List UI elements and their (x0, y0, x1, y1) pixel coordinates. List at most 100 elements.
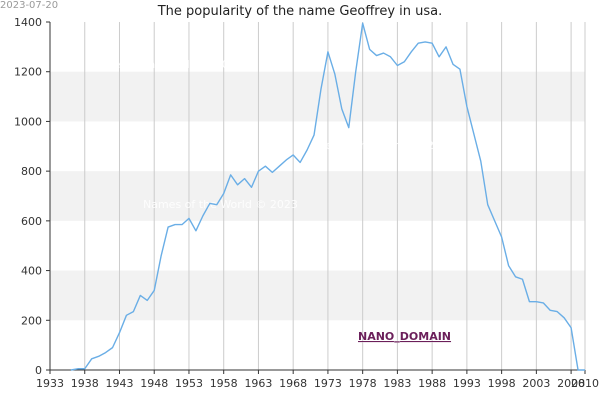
data-point-1983 (396, 64, 398, 66)
x-tick-label-1988: 1988 (418, 377, 446, 390)
data-point-1979 (368, 48, 370, 50)
data-point-1978 (361, 22, 363, 24)
x-tick-label-1998: 1998 (488, 377, 516, 390)
y-tick-label-1000: 1000 (14, 115, 42, 128)
data-point-1957 (216, 204, 218, 206)
data-point-1980 (375, 54, 377, 56)
data-point-1939 (90, 358, 92, 360)
brand-label: NANO_DOMAIN (358, 330, 451, 343)
series-line-geoffrey (70, 22, 585, 371)
x-tick-label-1968: 1968 (279, 377, 307, 390)
data-point-1981 (382, 52, 384, 54)
data-point-1960 (236, 184, 238, 186)
watermark-3: Names of the World © 2023 (143, 198, 298, 211)
data-point-1966 (278, 165, 280, 167)
band-200 (50, 270, 585, 321)
y-tick-label-0: 0 (35, 364, 42, 377)
data-point-2009 (577, 369, 579, 371)
y-tick-label-800: 800 (21, 165, 42, 178)
data-point-2000 (514, 276, 516, 278)
data-point-1974 (334, 73, 336, 75)
data-point-2007 (563, 317, 565, 319)
chart-title: The popularity of the name Geoffrey in u… (157, 4, 443, 19)
data-point-1961 (243, 177, 245, 179)
data-point-1984 (403, 61, 405, 63)
x-tick-label-2010: 2010 (571, 377, 599, 390)
watermark-1: Names of the World © 2023 (88, 58, 243, 71)
data-point-1988 (431, 42, 433, 44)
data-point-1943 (118, 332, 120, 334)
data-point-2003 (535, 300, 537, 302)
data-point-1940 (97, 355, 99, 357)
y-tick-label-200: 200 (21, 314, 42, 327)
data-point-2010 (584, 369, 586, 371)
data-point-1964 (264, 165, 266, 167)
data-point-1956 (209, 202, 211, 204)
y-tick-label-1400: 1400 (14, 16, 42, 29)
x-tick-label-1958: 1958 (210, 377, 238, 390)
data-point-1949 (160, 254, 162, 256)
data-point-1968 (292, 154, 294, 156)
data-point-1985 (410, 51, 412, 53)
data-point-2001 (521, 278, 523, 280)
data-point-1970 (306, 149, 308, 151)
x-tick-label-1973: 1973 (314, 377, 342, 390)
data-point-1999 (507, 264, 509, 266)
y-tick-label-400: 400 (21, 265, 42, 278)
data-point-1951 (174, 223, 176, 225)
background-bands (50, 71, 585, 321)
data-point-1947 (146, 299, 148, 301)
data-point-1954 (195, 230, 197, 232)
watermark-2: Names of the World © 2023 (300, 139, 455, 152)
data-point-1938 (84, 368, 86, 370)
data-point-1996 (487, 204, 489, 206)
data-point-1994 (473, 133, 475, 135)
x-tick-label-1963: 1963 (244, 377, 272, 390)
data-point-2005 (549, 309, 551, 311)
data-point-1948 (153, 289, 155, 291)
data-point-2004 (542, 302, 544, 304)
data-point-1942 (111, 346, 113, 348)
data-point-1975 (341, 108, 343, 110)
x-tick-labels: 1933 1938 1943 1948 1953 1958 1963 1968 1973 1978… (36, 370, 599, 390)
x-tick-label-1948: 1948 (140, 377, 168, 390)
y-tick-labels: 0 200 400 600 800 1000 1200 1400 (14, 16, 50, 377)
x-tick-label-1983: 1983 (383, 377, 411, 390)
data-point-1936 (70, 369, 72, 371)
x-tick-label-1978: 1978 (349, 377, 377, 390)
data-point-1977 (355, 71, 357, 73)
x-tick-label-1933: 1933 (36, 377, 64, 390)
data-point-1989 (438, 56, 440, 58)
x-tick-label-1938: 1938 (71, 377, 99, 390)
y-tick-label-1200: 1200 (14, 66, 42, 79)
data-point-1959 (229, 174, 231, 176)
watermark-layer: Names of the World © 2023 Names of the W… (88, 58, 455, 211)
data-point-1946 (139, 294, 141, 296)
data-point-1955 (202, 215, 204, 217)
data-point-1992 (459, 68, 461, 70)
x-tick-label-2003: 2003 (522, 377, 550, 390)
data-point-1986 (417, 42, 419, 44)
data-point-1998 (500, 236, 502, 238)
data-point-1965 (271, 171, 273, 173)
x-tick-label-1993: 1993 (453, 377, 481, 390)
data-point-1990 (445, 46, 447, 48)
axes (49, 22, 585, 371)
x-tick-label-1943: 1943 (105, 377, 133, 390)
data-point-2002 (528, 300, 530, 302)
y-tick-label-600: 600 (21, 215, 42, 228)
data-point-1958 (223, 192, 225, 194)
data-point-1952 (181, 223, 183, 225)
data-point-1953 (188, 217, 190, 219)
data-point-1941 (104, 351, 106, 353)
data-point-1950 (167, 226, 169, 228)
data-point-1982 (389, 56, 391, 58)
data-point-1976 (348, 126, 350, 128)
data-point-1991 (452, 63, 454, 65)
data-point-1993 (466, 105, 468, 107)
data-point-1987 (424, 41, 426, 43)
data-point-1937 (77, 368, 79, 370)
data-point-2006 (556, 310, 558, 312)
data-point-1995 (480, 160, 482, 162)
